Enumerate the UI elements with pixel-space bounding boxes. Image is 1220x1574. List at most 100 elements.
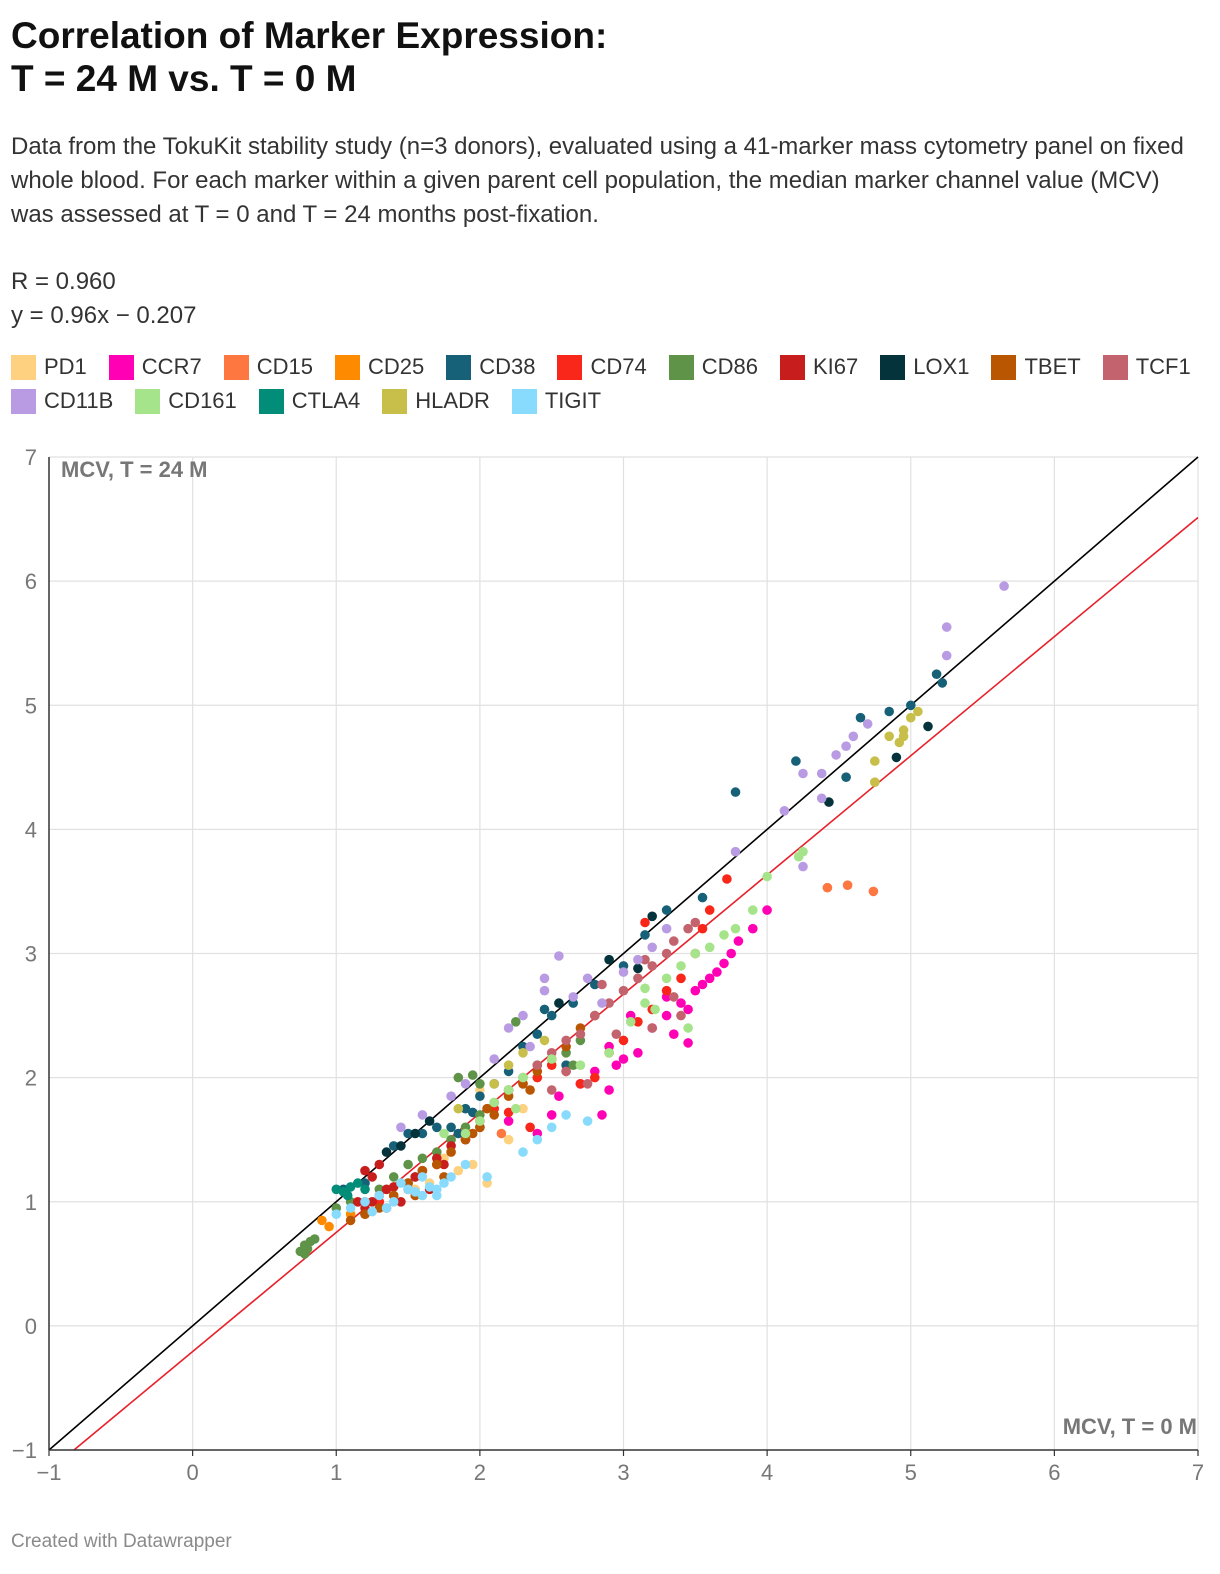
point-cd161 <box>604 1048 614 1058</box>
point-cd11b <box>503 1023 514 1033</box>
point-tcf1 <box>633 973 643 984</box>
point-cd161 <box>650 1004 660 1015</box>
point-cd11b <box>525 1041 535 1052</box>
legend-swatch <box>446 354 472 380</box>
point-pd1 <box>503 1134 514 1145</box>
legend-item-ki67: KI67 <box>779 354 858 380</box>
point-cd161 <box>730 923 741 934</box>
regression-line <box>73 516 1199 1451</box>
legend-swatch <box>11 354 36 380</box>
point-lox1 <box>604 954 614 965</box>
point-pd1 <box>453 1165 464 1176</box>
point-cd25 <box>324 1221 334 1232</box>
x-tick-label: 4 <box>761 1460 773 1485</box>
point-tcf1 <box>647 1023 657 1033</box>
point-cd161 <box>475 1116 485 1126</box>
point-ki67 <box>374 1159 385 1170</box>
point-ccr7 <box>748 923 758 934</box>
chart-title-line2: T = 24 M vs. T = 0 M <box>11 58 357 99</box>
legend-label: TBET <box>1024 354 1081 379</box>
point-cd38 <box>467 1107 478 1118</box>
legend-item-ccr7: CCR7 <box>108 354 202 380</box>
axes: −1 0 1 2 3 4 5 6 7 −1 0 1 2 3 4 5 6 7 <box>12 445 1204 1485</box>
point-cd38 <box>697 892 708 903</box>
legend-swatch <box>382 388 408 414</box>
point-tcf1 <box>661 948 672 959</box>
point-tbet <box>525 1085 535 1095</box>
point-lox1 <box>396 1141 406 1151</box>
point-tcf1 <box>618 985 629 996</box>
legend-item-tigit: TIGIT <box>511 388 601 414</box>
stats-block: R = 0.960 y = 0.96x − 0.207 <box>11 265 196 333</box>
point-ki67 <box>439 1159 449 1170</box>
y-tick-label: 1 <box>25 1190 37 1215</box>
point-tcf1 <box>590 1010 600 1021</box>
point-cd161 <box>690 948 701 959</box>
point-cd74 <box>633 1017 643 1027</box>
point-cd86 <box>475 1079 485 1089</box>
point-cd74 <box>590 1072 600 1083</box>
point-tcf1 <box>669 992 679 1002</box>
legend-item-lox1: LOX1 <box>880 354 969 380</box>
point-cd161 <box>503 1085 514 1095</box>
point-hladr <box>539 1035 550 1046</box>
point-tigit <box>460 1159 471 1170</box>
point-cd86 <box>453 1072 464 1083</box>
point-hladr <box>906 712 916 723</box>
point-cd161 <box>640 998 650 1008</box>
point-cd38 <box>546 1010 557 1021</box>
point-tcf1 <box>561 1066 571 1077</box>
x-tick-label: 6 <box>1048 1460 1060 1485</box>
point-ccr7 <box>611 1060 622 1070</box>
point-tigit <box>331 1209 342 1219</box>
legend-swatch <box>334 354 360 380</box>
point-cd38 <box>532 1029 543 1039</box>
point-cd11b <box>539 985 550 996</box>
legend-item-tbet: TBET <box>991 354 1081 380</box>
point-tigit <box>561 1110 571 1120</box>
point-lox1 <box>554 998 564 1008</box>
legend-label: LOX1 <box>913 354 970 379</box>
legend-item-cd15: CD15 <box>223 354 313 380</box>
point-pd1 <box>518 1103 528 1114</box>
legend-label: TCF1 <box>1135 354 1191 379</box>
point-cd11b <box>489 1054 500 1064</box>
point-cd11b <box>647 942 657 953</box>
point-ccr7 <box>503 1116 514 1126</box>
point-cd74 <box>722 874 732 884</box>
x-tick-label: 1 <box>330 1460 342 1485</box>
point-cd161 <box>683 1023 693 1033</box>
point-cd38 <box>403 1128 413 1139</box>
point-cd38 <box>640 930 650 940</box>
point-tbet <box>489 1110 500 1120</box>
point-cd38 <box>388 1141 399 1151</box>
point-cd11b <box>568 992 578 1002</box>
point-tigit <box>582 1116 593 1126</box>
point-cd74 <box>618 1035 629 1046</box>
point-hladr <box>913 706 923 717</box>
point-cd161 <box>460 1128 471 1139</box>
point-cd11b <box>862 719 873 729</box>
point-tcf1 <box>690 917 701 928</box>
point-cd161 <box>546 1054 557 1064</box>
point-cd74 <box>676 973 686 984</box>
legend-item-cd38: CD38 <box>446 354 535 380</box>
point-cd11b <box>618 967 629 977</box>
point-ccr7 <box>604 1085 614 1095</box>
point-ki67 <box>410 1172 421 1182</box>
legend-label: CD11B <box>44 388 114 413</box>
point-tcf1 <box>604 998 614 1008</box>
point-cd11b <box>417 1110 428 1120</box>
point-cd161 <box>575 1060 586 1070</box>
point-cd38 <box>432 1122 442 1133</box>
point-tcf1 <box>575 1029 586 1039</box>
legend-swatch <box>223 354 249 380</box>
point-cd25 <box>317 1215 327 1226</box>
point-cd11b <box>396 1122 406 1133</box>
point-cd11b <box>941 622 952 632</box>
point-cd86 <box>309 1234 320 1244</box>
point-tigit <box>410 1187 421 1197</box>
legend-swatch <box>557 354 583 380</box>
point-ctla4 <box>331 1184 342 1195</box>
point-cd11b <box>539 973 550 984</box>
